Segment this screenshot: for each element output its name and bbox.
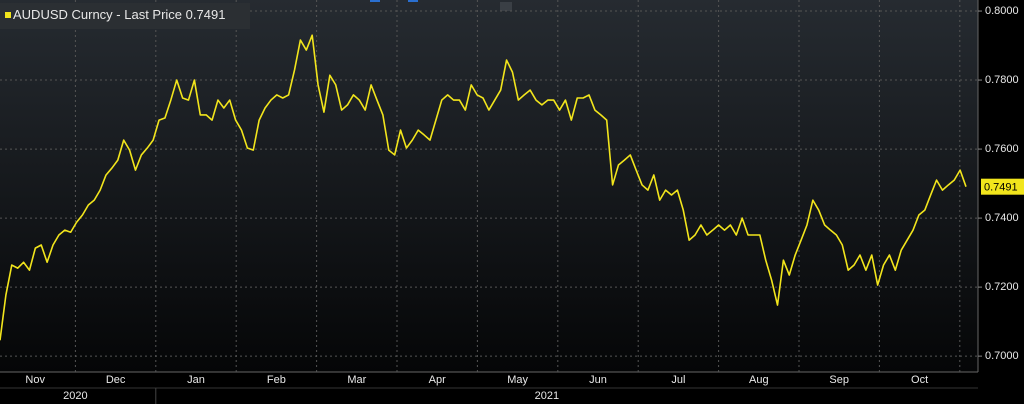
x-tick-label: Oct: [911, 374, 928, 386]
plot-background: [0, 0, 978, 372]
x-tick-label: Dec: [106, 374, 126, 386]
toolbar-mark: [408, 0, 418, 2]
y-tick-label: 0.7400: [985, 212, 1019, 224]
x-tick-label: May: [507, 374, 528, 386]
last-price-box: [981, 178, 1024, 195]
legend-swatch: [5, 12, 11, 18]
legend-last-price: 0.7491: [186, 7, 226, 22]
axis-background: [978, 0, 1024, 404]
year-label: 2021: [535, 390, 559, 402]
legend-text: AUDUSD Curncy - Last Price 0.7491: [13, 7, 225, 22]
legend: AUDUSD Curncy - Last Price 0.7491: [0, 3, 250, 29]
y-tick-label: 0.7000: [985, 350, 1019, 362]
x-tick-label: Feb: [267, 374, 286, 386]
x-tick-label: Apr: [429, 374, 446, 386]
x-tick-label: Sep: [829, 374, 849, 386]
y-tick-label: 0.7600: [985, 143, 1019, 155]
price-line: [0, 34, 967, 341]
x-tick-label: Jul: [671, 374, 685, 386]
y-tick-label: 0.8000: [985, 5, 1019, 17]
y-tick-label: 0.7200: [985, 281, 1019, 293]
x-tick-label: Jan: [187, 374, 205, 386]
x-tick-label: Jun: [589, 374, 607, 386]
y-tick-label: 0.7800: [985, 74, 1019, 86]
x-tick-label: Nov: [25, 374, 45, 386]
legend-box: [0, 3, 250, 29]
toolbar-icon[interactable]: [500, 2, 512, 11]
year-label: 2020: [63, 390, 87, 402]
x-tick-label: Aug: [749, 374, 769, 386]
toolbar-mark: [370, 0, 380, 2]
legend-title: AUDUSD Curncy - Last Price: [13, 7, 182, 22]
last-price-label: 0.7491: [984, 182, 1018, 194]
x-tick-label: Mar: [347, 374, 366, 386]
